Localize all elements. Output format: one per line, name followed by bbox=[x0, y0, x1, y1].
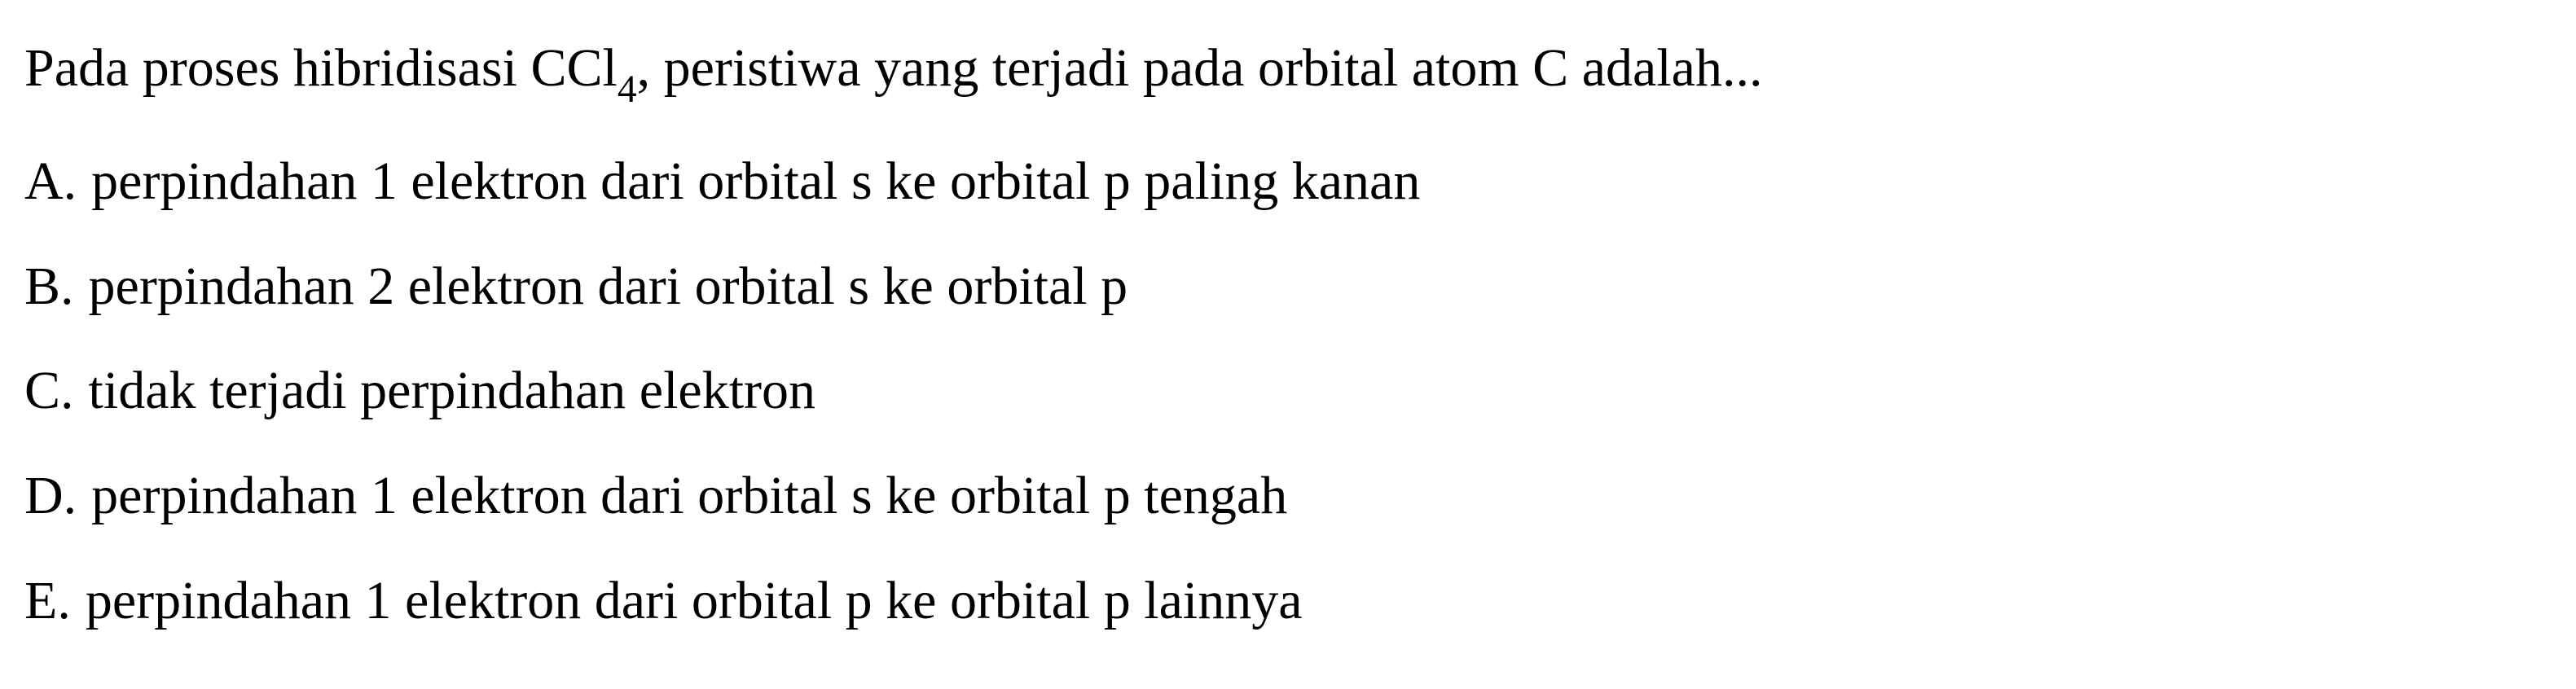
answer-letter: C. bbox=[24, 339, 74, 444]
answer-text: perpindahan 1 elektron dari orbital s ke… bbox=[91, 129, 1420, 235]
answer-letter: E. bbox=[24, 549, 71, 654]
answer-letter: B. bbox=[24, 235, 74, 340]
answer-option: C. tidak terjadi perpindahan elektron bbox=[24, 339, 2552, 444]
formula-base: CCl bbox=[530, 38, 617, 98]
answer-text: perpindahan 1 elektron dari orbital p ke… bbox=[86, 549, 1303, 654]
answer-option: E. perpindahan 1 elektron dari orbital p… bbox=[24, 549, 2552, 654]
answer-option: A. perpindahan 1 elektron dari orbital s… bbox=[24, 129, 2552, 235]
answer-option: B. perpindahan 2 elektron dari orbital s… bbox=[24, 235, 2552, 340]
answer-text: perpindahan 2 elektron dari orbital s ke… bbox=[89, 235, 1128, 340]
answer-letter: A. bbox=[24, 129, 77, 235]
question-suffix: , peristiwa yang terjadi pada orbital at… bbox=[637, 38, 1763, 98]
formula-subscript: 4 bbox=[618, 68, 637, 111]
question-prefix: Pada proses hibridisasi bbox=[24, 38, 530, 98]
chemical-formula: CCl4 bbox=[530, 38, 636, 98]
question-block: Pada proses hibridisasi CCl4, peristiwa … bbox=[24, 16, 2552, 653]
answer-text: tidak terjadi perpindahan elektron bbox=[89, 339, 815, 444]
answer-option: D. perpindahan 1 elektron dari orbital s… bbox=[24, 444, 2552, 549]
question-stem: Pada proses hibridisasi CCl4, peristiwa … bbox=[24, 16, 2552, 123]
answer-letter: D. bbox=[24, 444, 77, 549]
answer-text: perpindahan 1 elektron dari orbital s ke… bbox=[91, 444, 1287, 549]
